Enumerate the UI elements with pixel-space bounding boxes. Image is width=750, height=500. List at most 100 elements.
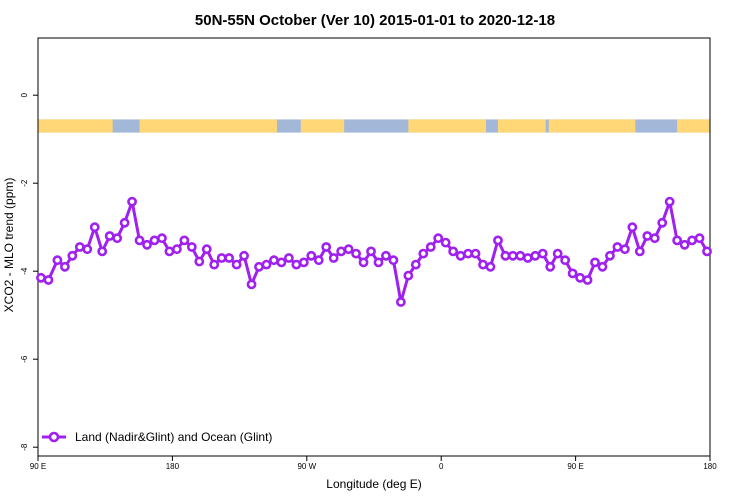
data-point (52, 255, 63, 266)
data-point (127, 196, 137, 207)
data-point (321, 242, 332, 252)
x-tick-label: 90 E (567, 462, 583, 471)
data-point (567, 268, 578, 279)
data-point (552, 248, 563, 259)
data-point (545, 261, 556, 272)
data-point (522, 253, 533, 263)
data-point (261, 259, 272, 270)
data-point (82, 244, 93, 255)
data-point (687, 235, 697, 246)
x-tick-label: 90 W (297, 462, 316, 471)
data-point (142, 239, 152, 250)
data-point (627, 222, 638, 233)
data-point (597, 261, 608, 272)
y-tick-label: -8 (20, 443, 29, 451)
data-point (679, 239, 690, 250)
data-point (298, 257, 309, 268)
data-point (425, 242, 436, 252)
data-point (239, 250, 249, 261)
data-point (410, 259, 421, 270)
data-point (119, 217, 130, 228)
series-layer (36, 196, 712, 307)
data-point (201, 244, 212, 255)
y-axis-label: XCO2 - MLO trend (ppm) (2, 178, 16, 313)
data-point (702, 246, 712, 257)
data-point (455, 250, 466, 261)
data-point (634, 246, 645, 257)
x-tick-label: 90 E (30, 462, 46, 471)
data-point (395, 297, 406, 307)
chart-title: 50N-55N October (Ver 10) 2015-01-01 to 2… (195, 12, 555, 29)
data-point (59, 261, 70, 272)
land-band (300, 119, 345, 133)
y-tick-label: -6 (20, 355, 29, 363)
data-point (313, 255, 324, 266)
data-point (328, 253, 339, 263)
data-point (164, 246, 175, 257)
data-point (694, 233, 705, 244)
data-point (36, 272, 46, 283)
data-point (97, 246, 108, 257)
data-point (493, 235, 503, 246)
data-point (269, 255, 279, 266)
data-point (179, 235, 190, 246)
data-point (194, 256, 205, 267)
data-point (619, 244, 630, 255)
data-point (157, 233, 167, 244)
data-point (612, 242, 623, 252)
data-point (418, 248, 429, 259)
data-point (590, 257, 600, 268)
data-point (171, 244, 182, 255)
data-point (254, 261, 264, 272)
data-point (306, 250, 317, 261)
data-point (403, 270, 414, 281)
data-point (216, 253, 227, 263)
data-point (664, 196, 675, 207)
land-band (139, 119, 277, 133)
x-tick-label: 180 (703, 462, 717, 471)
y-tick-label: -2 (20, 179, 29, 187)
data-point (500, 250, 511, 261)
data-point (104, 231, 115, 241)
data-point (366, 246, 376, 257)
data-point (575, 272, 585, 283)
legend-marker-swatch (48, 431, 60, 443)
data-point (448, 246, 459, 257)
data-point (433, 233, 444, 244)
data-point (43, 275, 54, 285)
data-point (642, 231, 653, 241)
data-point (89, 222, 100, 233)
data-point (343, 244, 354, 255)
legend-label: Land (Nadir&Glint) and Ocean (Glint) (75, 430, 272, 444)
data-point (67, 250, 78, 261)
data-point (530, 250, 541, 261)
land-band (548, 119, 636, 133)
x-tick-label: 0 (439, 462, 444, 471)
data-point (657, 217, 668, 228)
data-point (74, 242, 85, 252)
land-band (677, 119, 710, 133)
data-point (605, 250, 615, 261)
data-point (388, 255, 399, 266)
data-point (560, 255, 571, 266)
data-point (358, 257, 369, 268)
data-point (537, 248, 548, 259)
data-point (470, 248, 481, 259)
y-axis: 0 -2 -4 -6 -8 (20, 92, 38, 451)
data-point (112, 233, 123, 244)
data-point (336, 246, 347, 257)
plot-frame (37, 37, 711, 457)
data-point (515, 250, 526, 261)
data-point (224, 253, 235, 263)
land-band (497, 119, 546, 133)
data-point (478, 259, 488, 270)
data-point (440, 237, 451, 248)
data-point (149, 235, 160, 246)
data-point (246, 279, 257, 290)
land-band (38, 119, 113, 133)
data-point (291, 259, 302, 270)
data-point (507, 250, 518, 261)
data-point (134, 235, 145, 246)
land-band (408, 119, 486, 133)
